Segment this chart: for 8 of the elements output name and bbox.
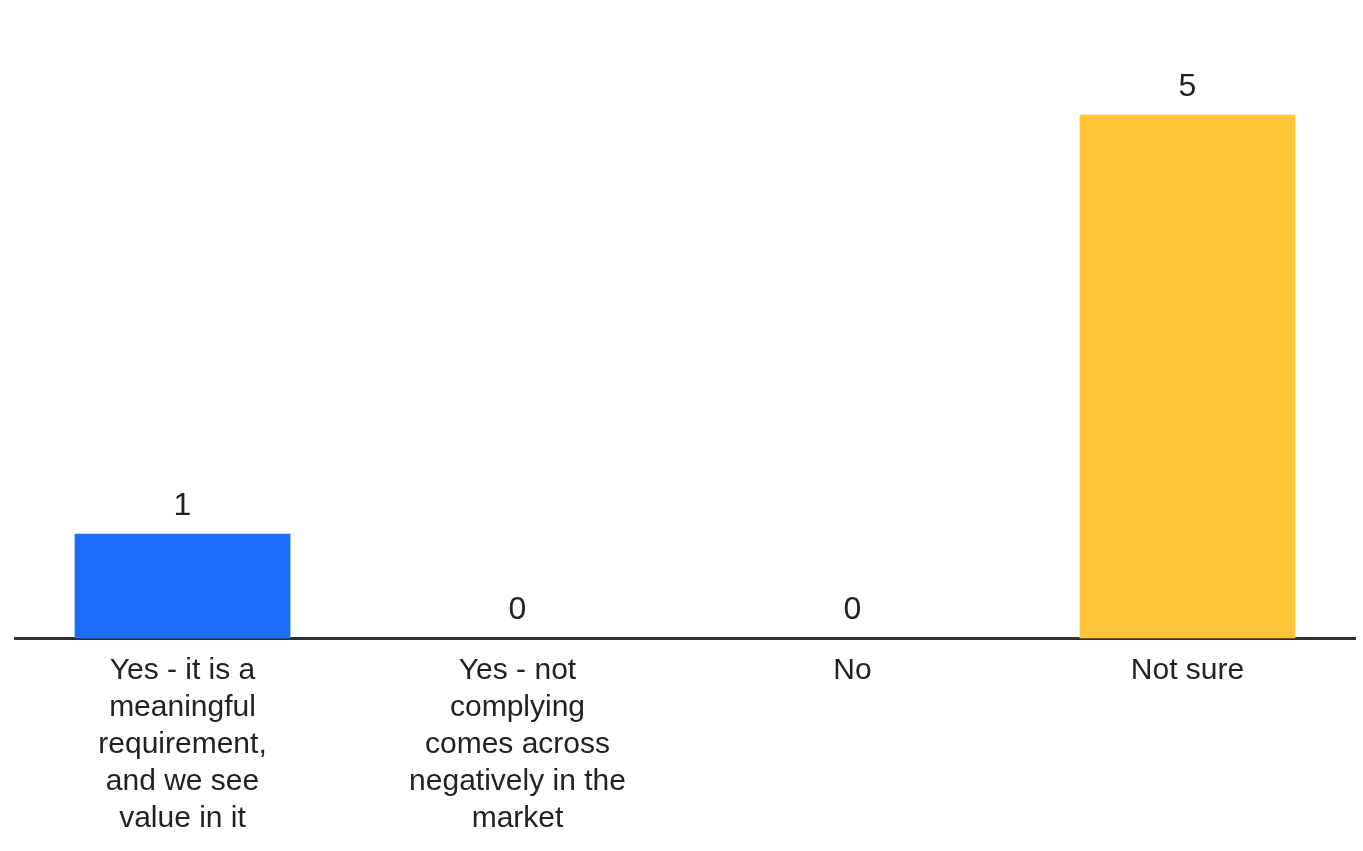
x-tick-label: Not sure	[1130, 652, 1245, 686]
data-label: 0	[843, 590, 862, 627]
x-tick-label: Yes - it is a meaningful requirement, and we see value in it	[98, 652, 267, 833]
x-tick-label: Yes - not complying comes across negatively in the market	[409, 652, 626, 833]
x-tick-label: No	[833, 652, 872, 686]
data-label: 1	[173, 485, 192, 522]
data-label: 5	[1178, 66, 1197, 103]
data-label: 0	[508, 590, 527, 627]
